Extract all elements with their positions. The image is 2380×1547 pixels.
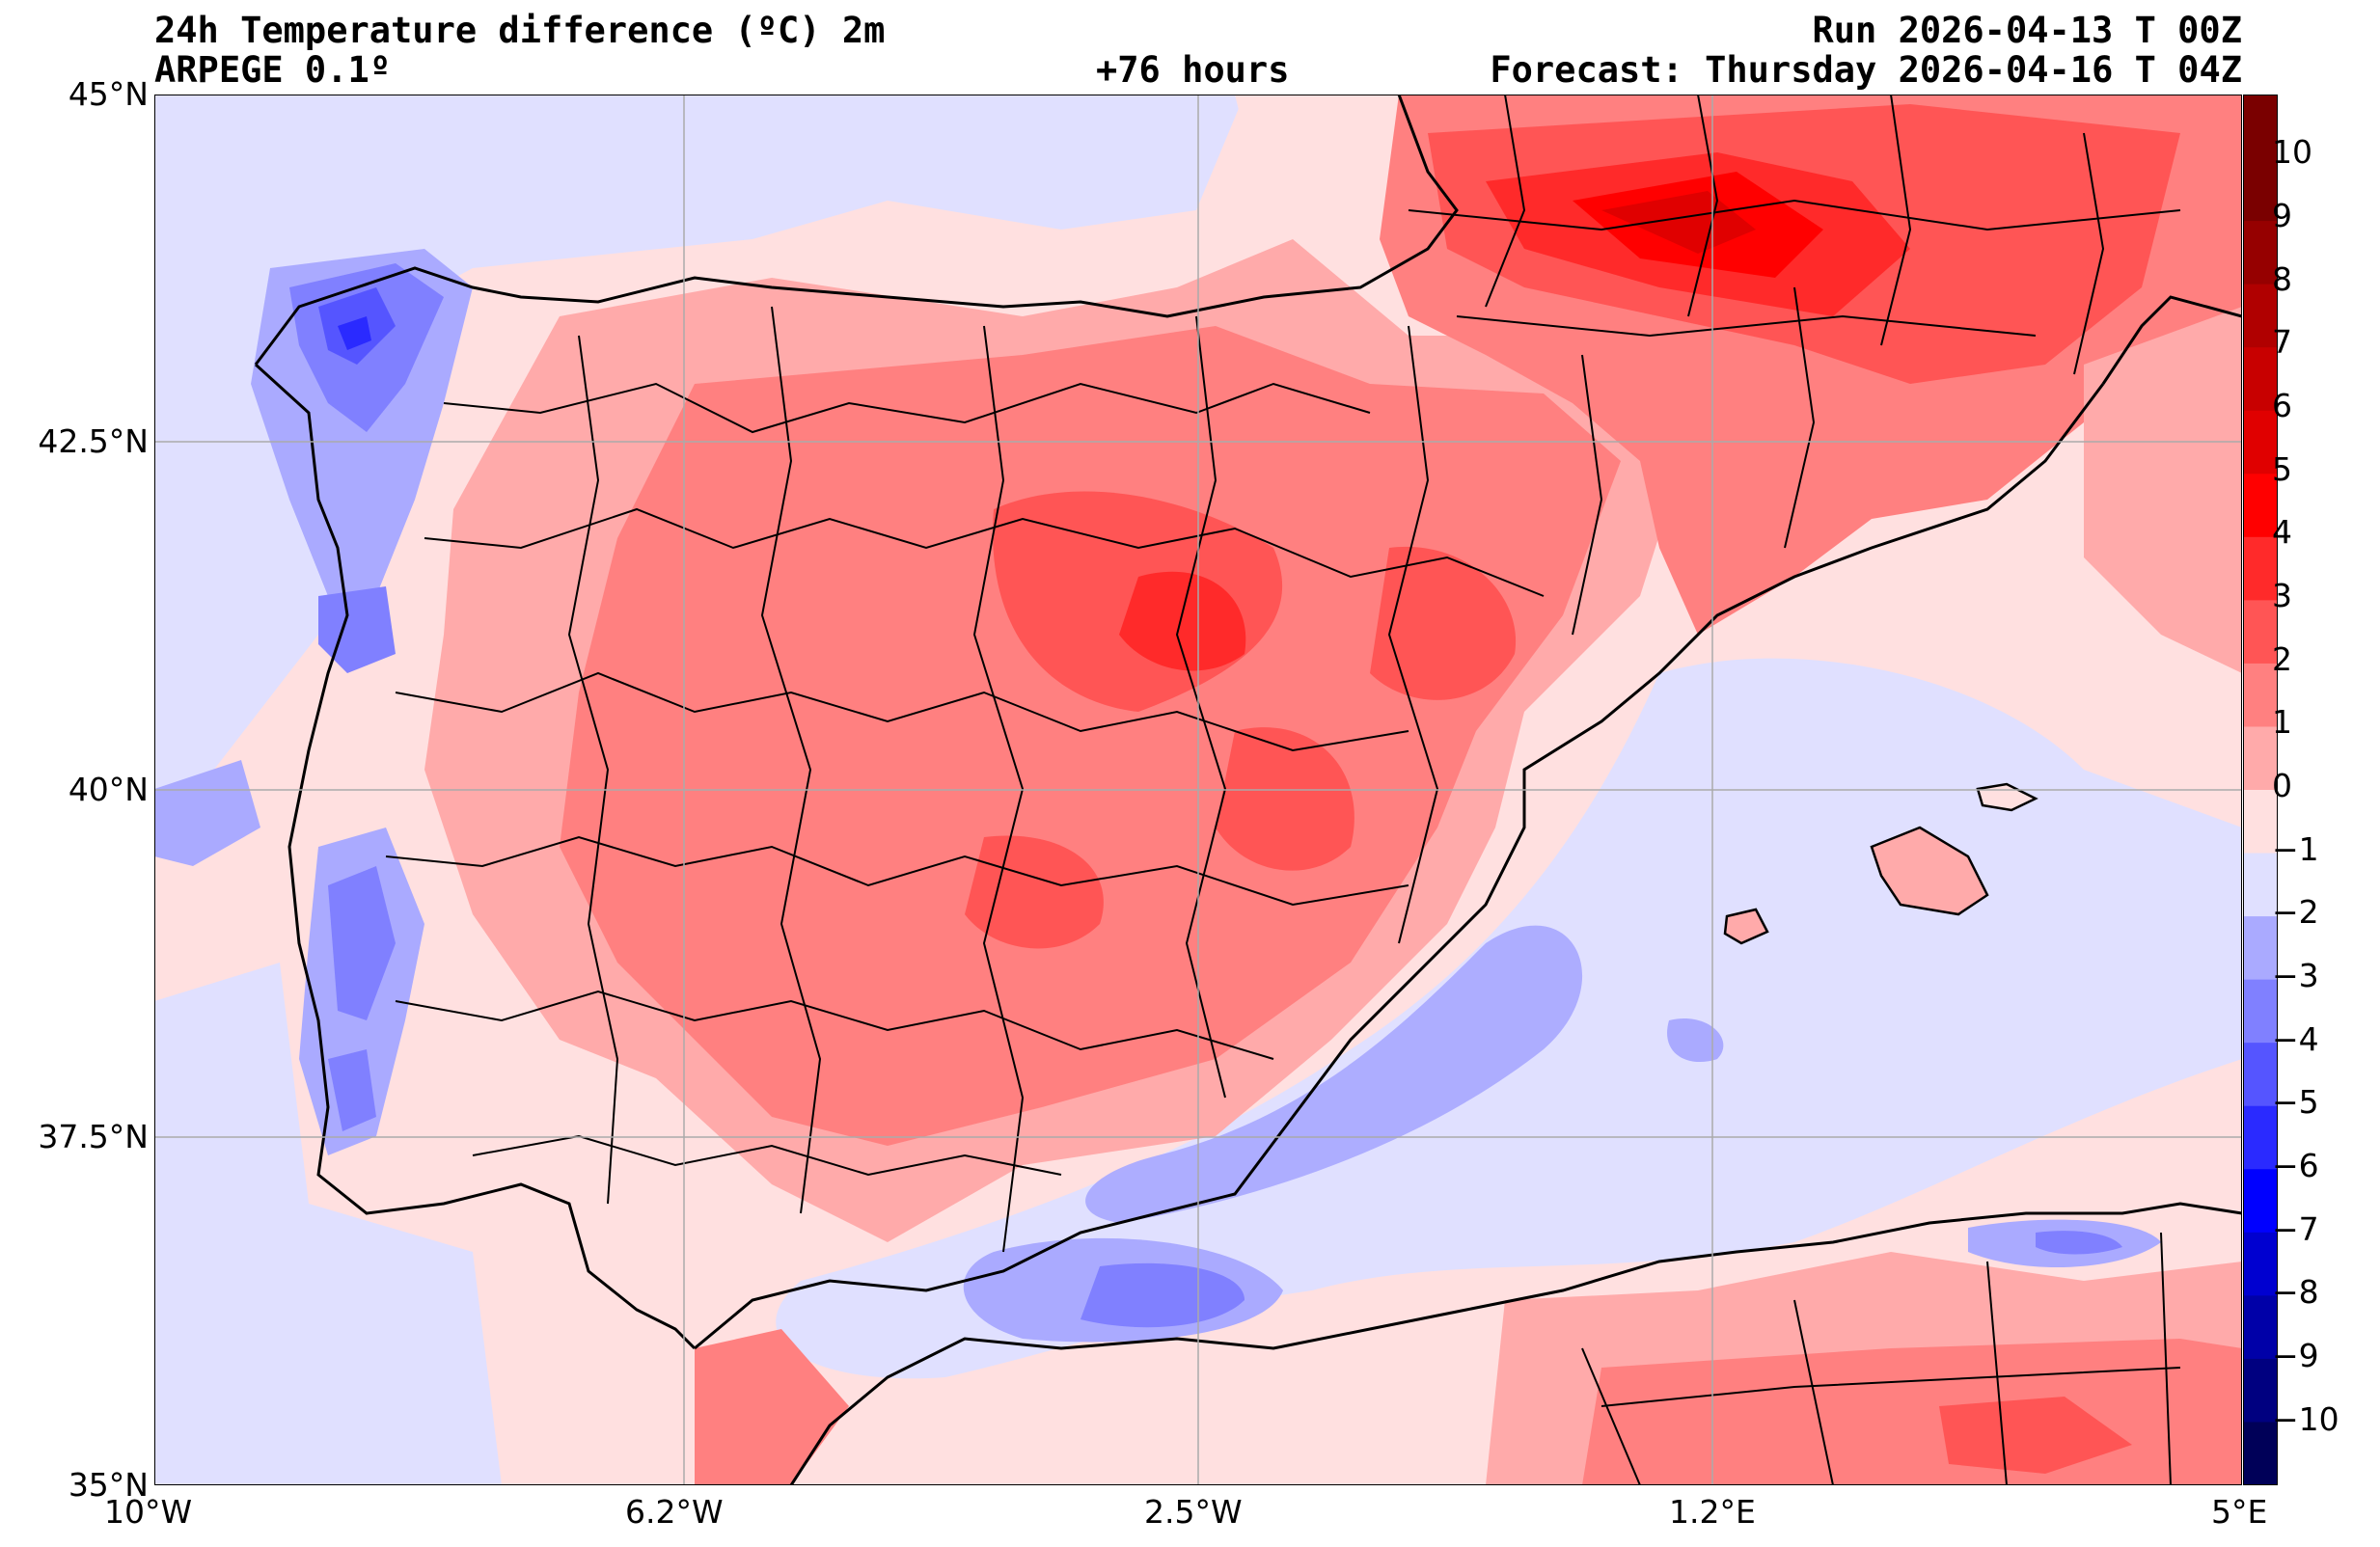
lat-label: 37.5°N <box>38 1118 149 1155</box>
colorbar-segment <box>2243 284 2278 348</box>
colorbar-segment <box>2243 1232 2278 1296</box>
colorbar-label: −4 <box>2272 1020 2319 1058</box>
colorbar-segment <box>2243 347 2278 412</box>
colorbar-segment <box>2243 95 2278 159</box>
colorbar-label: −2 <box>2272 893 2319 931</box>
colorbar-label: 2 <box>2272 640 2292 678</box>
colorbar-segment <box>2243 410 2278 475</box>
run-label: Run 2026-04-13 T 00Z <box>1812 10 2242 51</box>
colorbar-label: −8 <box>2272 1273 2319 1311</box>
coastlines <box>254 95 2242 1485</box>
colorbar-segment <box>2243 1422 2278 1485</box>
colorbar-label: 8 <box>2272 260 2292 298</box>
colorbar-label: 5 <box>2272 450 2292 488</box>
colorbar-label: 3 <box>2272 577 2292 614</box>
gridlines <box>154 95 2242 1485</box>
colorbar-segment <box>2243 1169 2278 1234</box>
colorbar-label: −10 <box>2272 1400 2339 1438</box>
lon-label: 5°E <box>2211 1493 2268 1531</box>
colorbar-segment <box>2243 600 2278 665</box>
lon-label: 1.2°E <box>1669 1493 1756 1531</box>
positive-anomaly-land <box>424 239 1698 1242</box>
africa-warm <box>695 1252 2242 1485</box>
colorbar-label: 7 <box>2272 323 2292 361</box>
negative-anomaly-sea <box>776 658 2242 1379</box>
colorbar-label: −7 <box>2272 1210 2319 1248</box>
colorbar-segment <box>2243 1295 2278 1360</box>
colorbar-segment <box>2243 1043 2278 1107</box>
colorbar-segment <box>2243 1105 2278 1170</box>
model-label: ARPEGE 0.1º <box>154 49 392 91</box>
colorbar-label: 9 <box>2272 197 2292 234</box>
lat-label: 42.5°N <box>38 422 149 460</box>
colorbar-segment <box>2243 726 2278 791</box>
lat-label: 45°N <box>68 75 149 113</box>
region-boundaries <box>385 95 2181 1485</box>
colorbar-segment <box>2243 790 2278 855</box>
colorbar-segment <box>2243 663 2278 727</box>
colorbar-label: 10 <box>2272 133 2312 171</box>
colorbar-segment <box>2243 1358 2278 1423</box>
lead-time-label: +76 hours <box>1096 49 1290 91</box>
lon-label: 2.5°W <box>1144 1493 1243 1531</box>
colorbar-label: 6 <box>2272 387 2292 424</box>
colorbar-segment <box>2243 474 2278 538</box>
colorbar-segment <box>2243 536 2278 601</box>
colorbar-label: −1 <box>2272 830 2319 868</box>
colorbar <box>2243 95 2278 1485</box>
colorbar-segment <box>2243 157 2278 222</box>
colorbar-label: −6 <box>2272 1147 2319 1184</box>
colorbar-label: 0 <box>2272 767 2292 804</box>
lon-label: 10°W <box>104 1493 193 1531</box>
lat-label: 35°N <box>68 1466 149 1504</box>
colorbar-label: 1 <box>2272 703 2292 741</box>
colorbar-label: 4 <box>2272 513 2292 551</box>
map-title: 24h Temperature difference (ºC) 2m <box>154 10 886 51</box>
colorbar-segment <box>2243 221 2278 285</box>
lat-label: 40°N <box>68 771 149 808</box>
colorbar-label: −9 <box>2272 1337 2319 1374</box>
colorbar-segment <box>2243 853 2278 917</box>
lon-label: 6.2°W <box>625 1493 724 1531</box>
colorbar-segment <box>2243 916 2278 981</box>
colorbar-label: −5 <box>2272 1083 2319 1121</box>
temperature-difference-map <box>154 95 2242 1485</box>
colorbar-segment <box>2243 979 2278 1044</box>
colorbar-label: −3 <box>2272 957 2319 994</box>
forecast-label: Forecast: Thursday 2026-04-16 T 04Z <box>1490 49 2242 91</box>
